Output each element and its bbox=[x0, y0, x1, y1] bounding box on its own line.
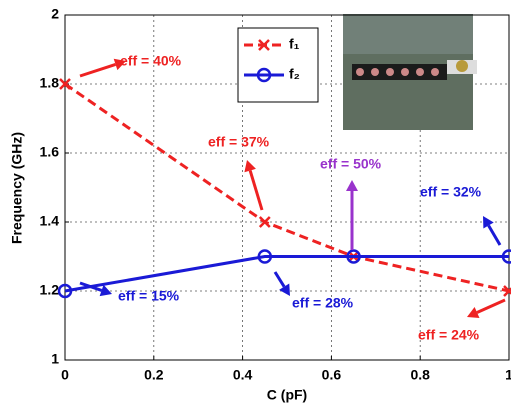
y-tick-label: 1 bbox=[51, 351, 59, 367]
annotation-arrowhead bbox=[244, 160, 256, 173]
marker-x bbox=[503, 285, 511, 297]
y-tick-label: 1.6 bbox=[40, 144, 60, 160]
annotation-arrowhead bbox=[346, 180, 358, 191]
photo-pin bbox=[371, 68, 379, 76]
marker-stroke bbox=[59, 78, 71, 90]
x-tick-label: 0.6 bbox=[322, 367, 342, 383]
y-tick-label: 1.2 bbox=[40, 282, 60, 298]
annotation: eff = 32% bbox=[420, 184, 482, 200]
x-tick-label: 0.2 bbox=[144, 367, 164, 383]
annotation-arrow bbox=[79, 281, 103, 292]
x-tick-label: 1 bbox=[505, 367, 511, 383]
photo-pin bbox=[416, 68, 424, 76]
annotation: eff = 40% bbox=[120, 53, 182, 69]
marker-stroke bbox=[503, 287, 511, 297]
marker-stroke bbox=[258, 216, 271, 228]
annotation-arrow bbox=[273, 271, 286, 288]
annotation-arrow bbox=[476, 298, 506, 314]
annotation-arrow bbox=[248, 170, 264, 211]
legend bbox=[237, 27, 319, 103]
axes-frame bbox=[64, 14, 510, 361]
marker-circle bbox=[346, 249, 361, 264]
marker-stroke bbox=[258, 39, 270, 51]
annotation-arrowhead bbox=[113, 58, 126, 71]
annotation-arrowhead bbox=[483, 216, 494, 229]
annotation: eff = 15% bbox=[118, 288, 180, 304]
legend-label: f₁ bbox=[289, 36, 300, 52]
photo-pin bbox=[431, 68, 439, 76]
photo-board bbox=[352, 64, 447, 80]
x-tick-label: 0 bbox=[61, 367, 69, 383]
annotation-arrowhead bbox=[279, 283, 290, 296]
annotation-arrowhead bbox=[467, 307, 480, 318]
x-tick-label: 0.8 bbox=[410, 367, 430, 383]
annotation-arrow bbox=[487, 224, 502, 246]
y-tick-label: 1.8 bbox=[40, 75, 60, 91]
annotation: eff = 24% bbox=[418, 327, 480, 343]
marker-circle bbox=[501, 249, 511, 264]
marker-circle bbox=[57, 283, 73, 299]
marker-circle bbox=[256, 67, 272, 83]
y-tick-label: 1.4 bbox=[40, 213, 60, 229]
y-axis-label: Frequency (GHz) bbox=[9, 132, 25, 244]
annotation-arrow bbox=[79, 62, 117, 78]
marker-x bbox=[59, 78, 71, 90]
marker-circle bbox=[257, 249, 273, 264]
legend-label: f₂ bbox=[289, 66, 300, 82]
photo-pin bbox=[401, 68, 409, 76]
annotation: eff = 37% bbox=[208, 134, 270, 150]
photo-pin bbox=[356, 68, 364, 76]
inset-photo bbox=[343, 14, 477, 130]
series-line bbox=[64, 255, 509, 293]
x-axis-label: C (pF) bbox=[267, 387, 307, 403]
x-tick-label: 0.4 bbox=[233, 367, 253, 383]
photo-light bbox=[343, 14, 473, 54]
annotation: eff = 50% bbox=[320, 156, 382, 172]
y-tick-label: 2 bbox=[51, 6, 59, 22]
marker-x bbox=[258, 216, 271, 228]
annotation-arrowhead bbox=[99, 284, 112, 297]
annotation: eff = 28% bbox=[292, 295, 354, 311]
photo-pin bbox=[386, 68, 394, 76]
photo-part bbox=[456, 60, 468, 72]
marker-x bbox=[258, 39, 270, 51]
